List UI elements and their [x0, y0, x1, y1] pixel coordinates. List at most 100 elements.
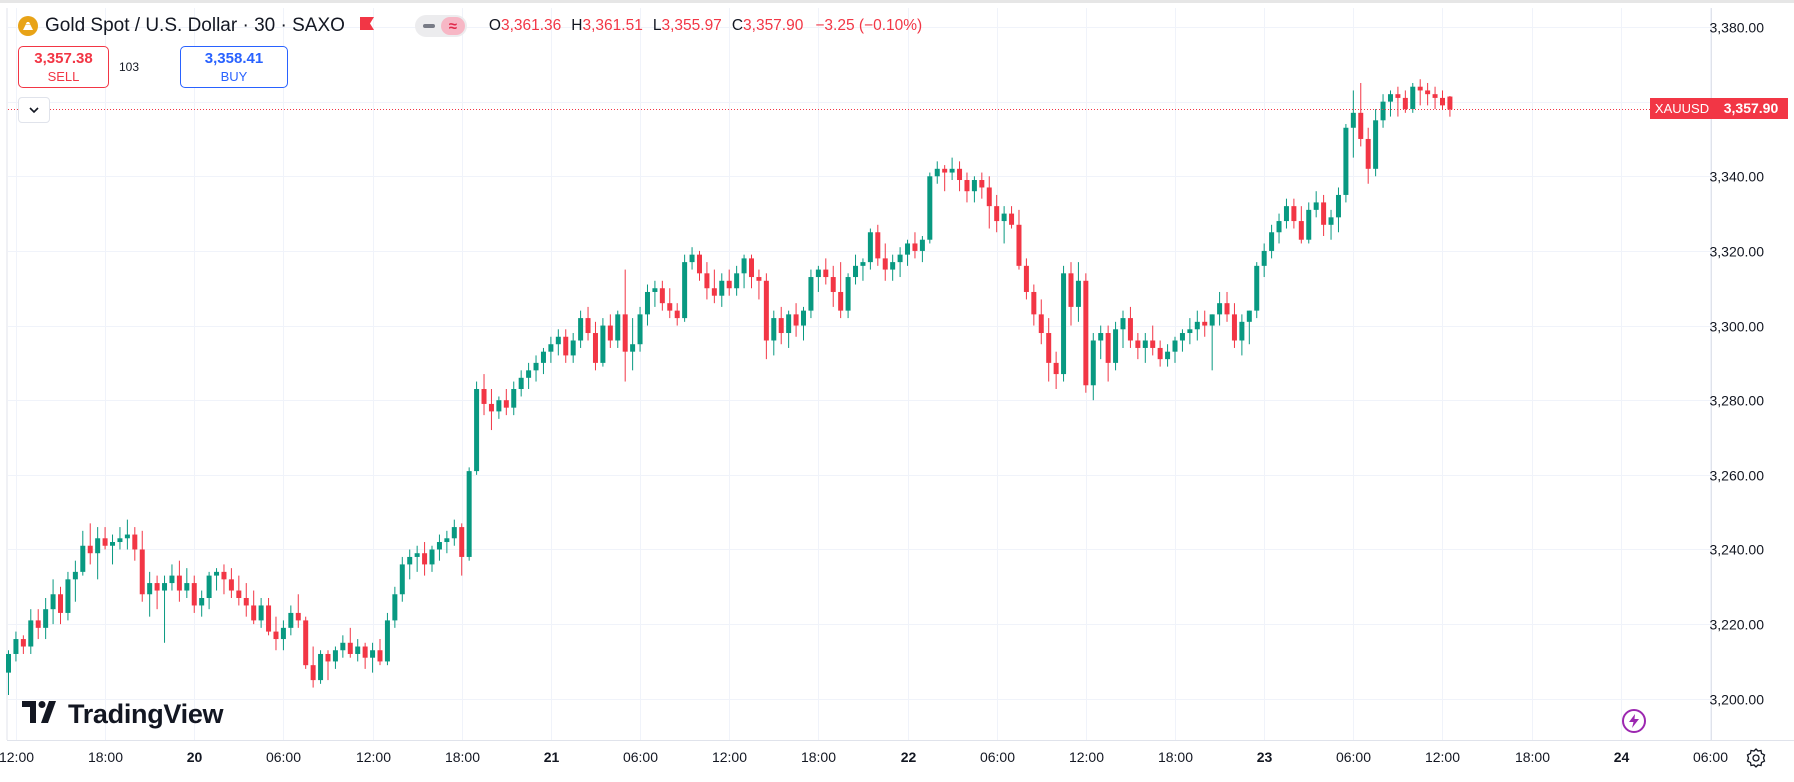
candle-down — [1447, 96, 1453, 117]
candle-down — [139, 530, 145, 602]
candle-body — [555, 336, 561, 345]
candle-body — [1328, 217, 1334, 225]
candle-body — [288, 612, 294, 628]
candle-up — [28, 609, 34, 654]
candle-up — [1090, 333, 1096, 401]
candle-body — [838, 291, 844, 311]
price-tick-label: 3,220.00 — [1710, 617, 1765, 633]
symbol-title[interactable]: Gold Spot / U.S. Dollar · 30 · SAXO — [45, 15, 345, 36]
time-axis[interactable]: 12:00 18:00 20 06:00 12:00 18:00 21 06:00 12:00 1… — [0, 749, 1728, 765]
candle-body — [392, 594, 398, 621]
candle-body — [1239, 321, 1245, 341]
candle-body — [659, 288, 665, 304]
candle-down — [986, 176, 992, 229]
candle-down — [957, 161, 963, 192]
candle-body — [1425, 90, 1431, 95]
candle-body — [801, 310, 807, 326]
candle-up — [117, 527, 123, 550]
time-tick-label: 06:00 — [1336, 749, 1371, 765]
candle-down — [838, 262, 844, 319]
candle-up — [95, 527, 101, 580]
candle-up — [1165, 344, 1171, 367]
spread-value: 103 — [119, 60, 140, 74]
candle-body — [481, 389, 487, 404]
candle-body — [853, 265, 859, 278]
candle-body — [436, 542, 442, 550]
candle-body — [1402, 97, 1408, 110]
candle-body — [429, 549, 435, 565]
candle-body — [1246, 310, 1252, 322]
candle-down — [303, 616, 309, 669]
candle-up — [13, 631, 19, 662]
candle-body — [503, 400, 509, 408]
candle-body — [20, 639, 26, 647]
candle-body — [763, 280, 769, 341]
candle-down — [1083, 273, 1089, 393]
buy-button[interactable]: 3,358.41 BUY — [180, 46, 288, 88]
candle-body — [176, 575, 182, 591]
candle-body — [905, 243, 911, 255]
gear-icon[interactable] — [1746, 748, 1766, 773]
approx-icon[interactable]: ≈ — [440, 17, 465, 35]
candle-body — [399, 564, 405, 595]
price-tick-label: 3,200.00 — [1710, 692, 1765, 708]
candle-body — [548, 344, 554, 352]
candle-body — [1313, 202, 1319, 210]
lightning-icon[interactable] — [1622, 709, 1646, 733]
candle-up — [124, 519, 130, 550]
candle-body — [414, 553, 420, 557]
time-tick-label: 18:00 — [88, 749, 123, 765]
time-tick-label: 06:00 — [980, 749, 1015, 765]
candle-down — [295, 594, 301, 628]
candle-body — [87, 545, 93, 554]
symbol-tag: XAUUSD — [1655, 101, 1709, 116]
candle-body — [332, 650, 338, 662]
candle-body — [459, 527, 465, 557]
candle-down — [362, 642, 368, 669]
candle-down — [763, 273, 769, 360]
time-tick-label: 18:00 — [801, 749, 836, 765]
tradingview-logo[interactable]: TradingView — [22, 699, 224, 730]
candle-up — [258, 597, 264, 628]
candle-body — [6, 653, 11, 673]
time-tick-label: 18:00 — [1515, 749, 1550, 765]
candle-body — [1254, 265, 1260, 311]
candle-body — [704, 273, 710, 289]
candle-down — [58, 586, 64, 625]
time-tick-label: 06:00 — [1693, 749, 1728, 765]
candle-up — [897, 247, 903, 278]
candle-down — [1038, 299, 1044, 345]
candle-body — [1321, 202, 1327, 225]
candle-up — [169, 564, 175, 591]
candle-down — [481, 374, 487, 416]
candle-body — [1202, 321, 1208, 326]
candle-down — [1105, 325, 1111, 382]
candle-down — [667, 288, 673, 319]
buy-price: 3,358.41 — [204, 49, 264, 67]
candle-body — [58, 594, 64, 613]
indicator-toggle[interactable]: ≈ — [414, 15, 467, 37]
last-price-labels: XAUUSD 3,357.90 — [1650, 98, 1788, 119]
candle-up — [444, 530, 450, 554]
candle-up — [801, 306, 807, 341]
flag-icon[interactable] — [359, 16, 375, 36]
candle-body — [1120, 318, 1126, 330]
candle-body — [258, 605, 264, 621]
price-axis[interactable]: 3,200.00 3,220.00 3,240.00 3,260.00 3,280.00… — [1710, 20, 1765, 708]
candle-up — [72, 560, 78, 602]
chevron-down-icon — [28, 101, 40, 119]
candle-body — [540, 351, 546, 363]
candle-body — [1068, 273, 1074, 307]
candle-down — [243, 583, 249, 617]
sell-button[interactable]: 3,357.38 SELL — [18, 46, 109, 88]
gold-symbol-icon[interactable] — [18, 16, 38, 36]
candle-body — [1046, 333, 1052, 363]
minus-icon[interactable] — [417, 17, 441, 35]
candle-down — [1365, 127, 1371, 184]
ohlc-high-key: H — [571, 17, 583, 34]
candle-up — [466, 467, 472, 561]
time-tick-label: 21 — [544, 749, 560, 765]
collapse-legend-button[interactable] — [18, 97, 50, 123]
candle-body — [1350, 112, 1356, 128]
